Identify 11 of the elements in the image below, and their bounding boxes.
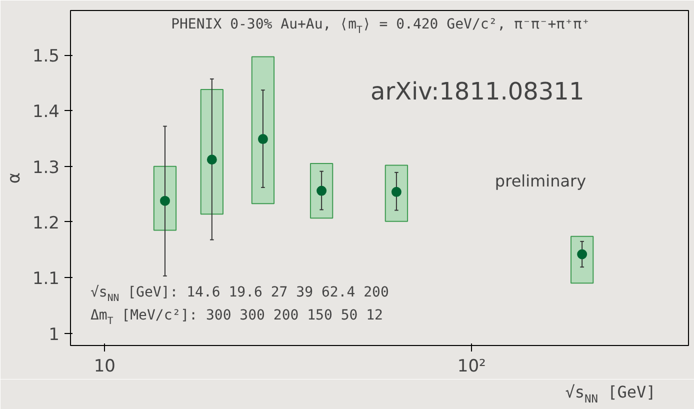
y-tick-label: 1.4 [32,102,60,122]
y-tick-label: 1.1 [32,269,60,290]
annotation: preliminary [494,172,586,190]
y-axis-title: α [4,172,24,184]
x-tick-label: 10² [457,356,486,376]
y-tick-label: 1.3 [32,158,60,178]
annotation: arXiv:1811.08311 [370,78,584,106]
y-tick-label: 1.5 [32,46,60,67]
y-tick-label: 1 [48,324,60,345]
x-tick-label: 10 [94,356,116,376]
y-tick-label: 1.2 [32,213,60,234]
